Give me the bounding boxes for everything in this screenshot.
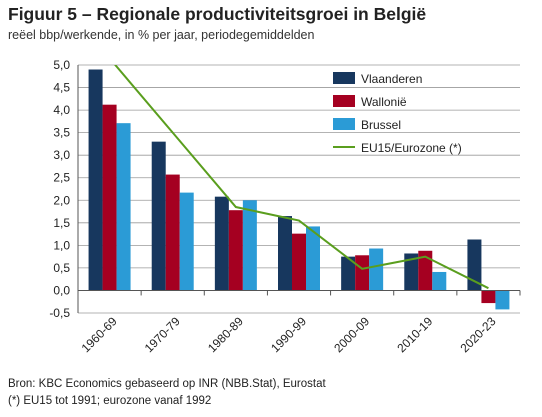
y-tick-label: 0,5 [53,261,70,275]
x-tick-label: 2000-09 [331,314,372,355]
eurozone-line [114,65,489,290]
y-tick-label: 0,0 [53,283,70,297]
y-tick-label: 1,0 [53,238,70,252]
legend-swatch [333,118,355,130]
legend-swatch [333,72,355,84]
x-tick-label: 1960-69 [79,314,120,355]
eurozone-line-group [114,65,489,290]
bar-vlaanderen [214,196,229,291]
chart-subtitle: reëel bbp/werkende, in % per jaar, perio… [8,28,315,42]
source-line: Bron: KBC Economics gebaseerd op INR (NB… [8,378,326,390]
legend-label: Vlaanderen [361,72,422,86]
legend-label: EU15/Eurozone (*) [361,141,462,155]
bars [88,69,510,310]
chart-title: Figuur 5 – Regionale productiviteitsgroe… [8,4,427,24]
bar-vlaanderen [88,69,103,291]
bar-brussel [306,226,320,291]
bar-walloni- [418,250,433,291]
bar-brussel [116,123,131,291]
bar-brussel [495,290,510,310]
legend-label: Brussel [361,118,401,132]
bar-walloni- [165,174,180,291]
y-tick-label: 2,5 [53,171,70,185]
y-tick-label: 4,5 [53,81,70,95]
y-tick-label: -0,5 [49,306,70,320]
bar-vlaanderen [467,239,482,291]
bar-vlaanderen [278,216,292,291]
legend: Vlaanderen Wallonië Brussel EU15/Eurozone (… [333,72,462,155]
y-tick-label: 2,0 [53,193,70,207]
y-tick-label: 3,5 [53,126,70,140]
bar-walloni- [292,233,306,291]
legend-swatch [333,95,355,107]
x-tick-label: 1980-89 [205,314,246,355]
bar-brussel [179,192,194,291]
bar-vlaanderen [341,256,356,291]
bar-brussel [432,271,447,291]
bar-walloni- [228,210,243,291]
y-tick-label: 1,5 [53,216,70,230]
source-note: Bron: KBC Economics gebaseerd op INR (NB… [8,376,326,410]
legend-label: Wallonië [361,95,407,109]
footnote-line: (*) EU15 tot 1991; eurozone vanaf 1992 [8,395,212,407]
bar-walloni- [481,290,496,304]
bar-walloni- [102,104,117,291]
bar-walloni- [355,255,370,291]
bar-vlaanderen [404,253,419,291]
x-tick-label: 2020-23 [458,314,499,355]
y-tick-label: 5,0 [53,58,70,72]
bar-brussel [242,200,257,291]
y-tick-label: 4,0 [53,103,70,117]
y-tick-label: 3,0 [53,148,70,162]
x-tick-label: 1990-99 [268,314,309,355]
bar-brussel [369,248,384,291]
x-tick-label: 2010-19 [394,314,435,355]
x-tick-label: 1970-79 [142,314,183,355]
bar-vlaanderen [151,141,166,291]
